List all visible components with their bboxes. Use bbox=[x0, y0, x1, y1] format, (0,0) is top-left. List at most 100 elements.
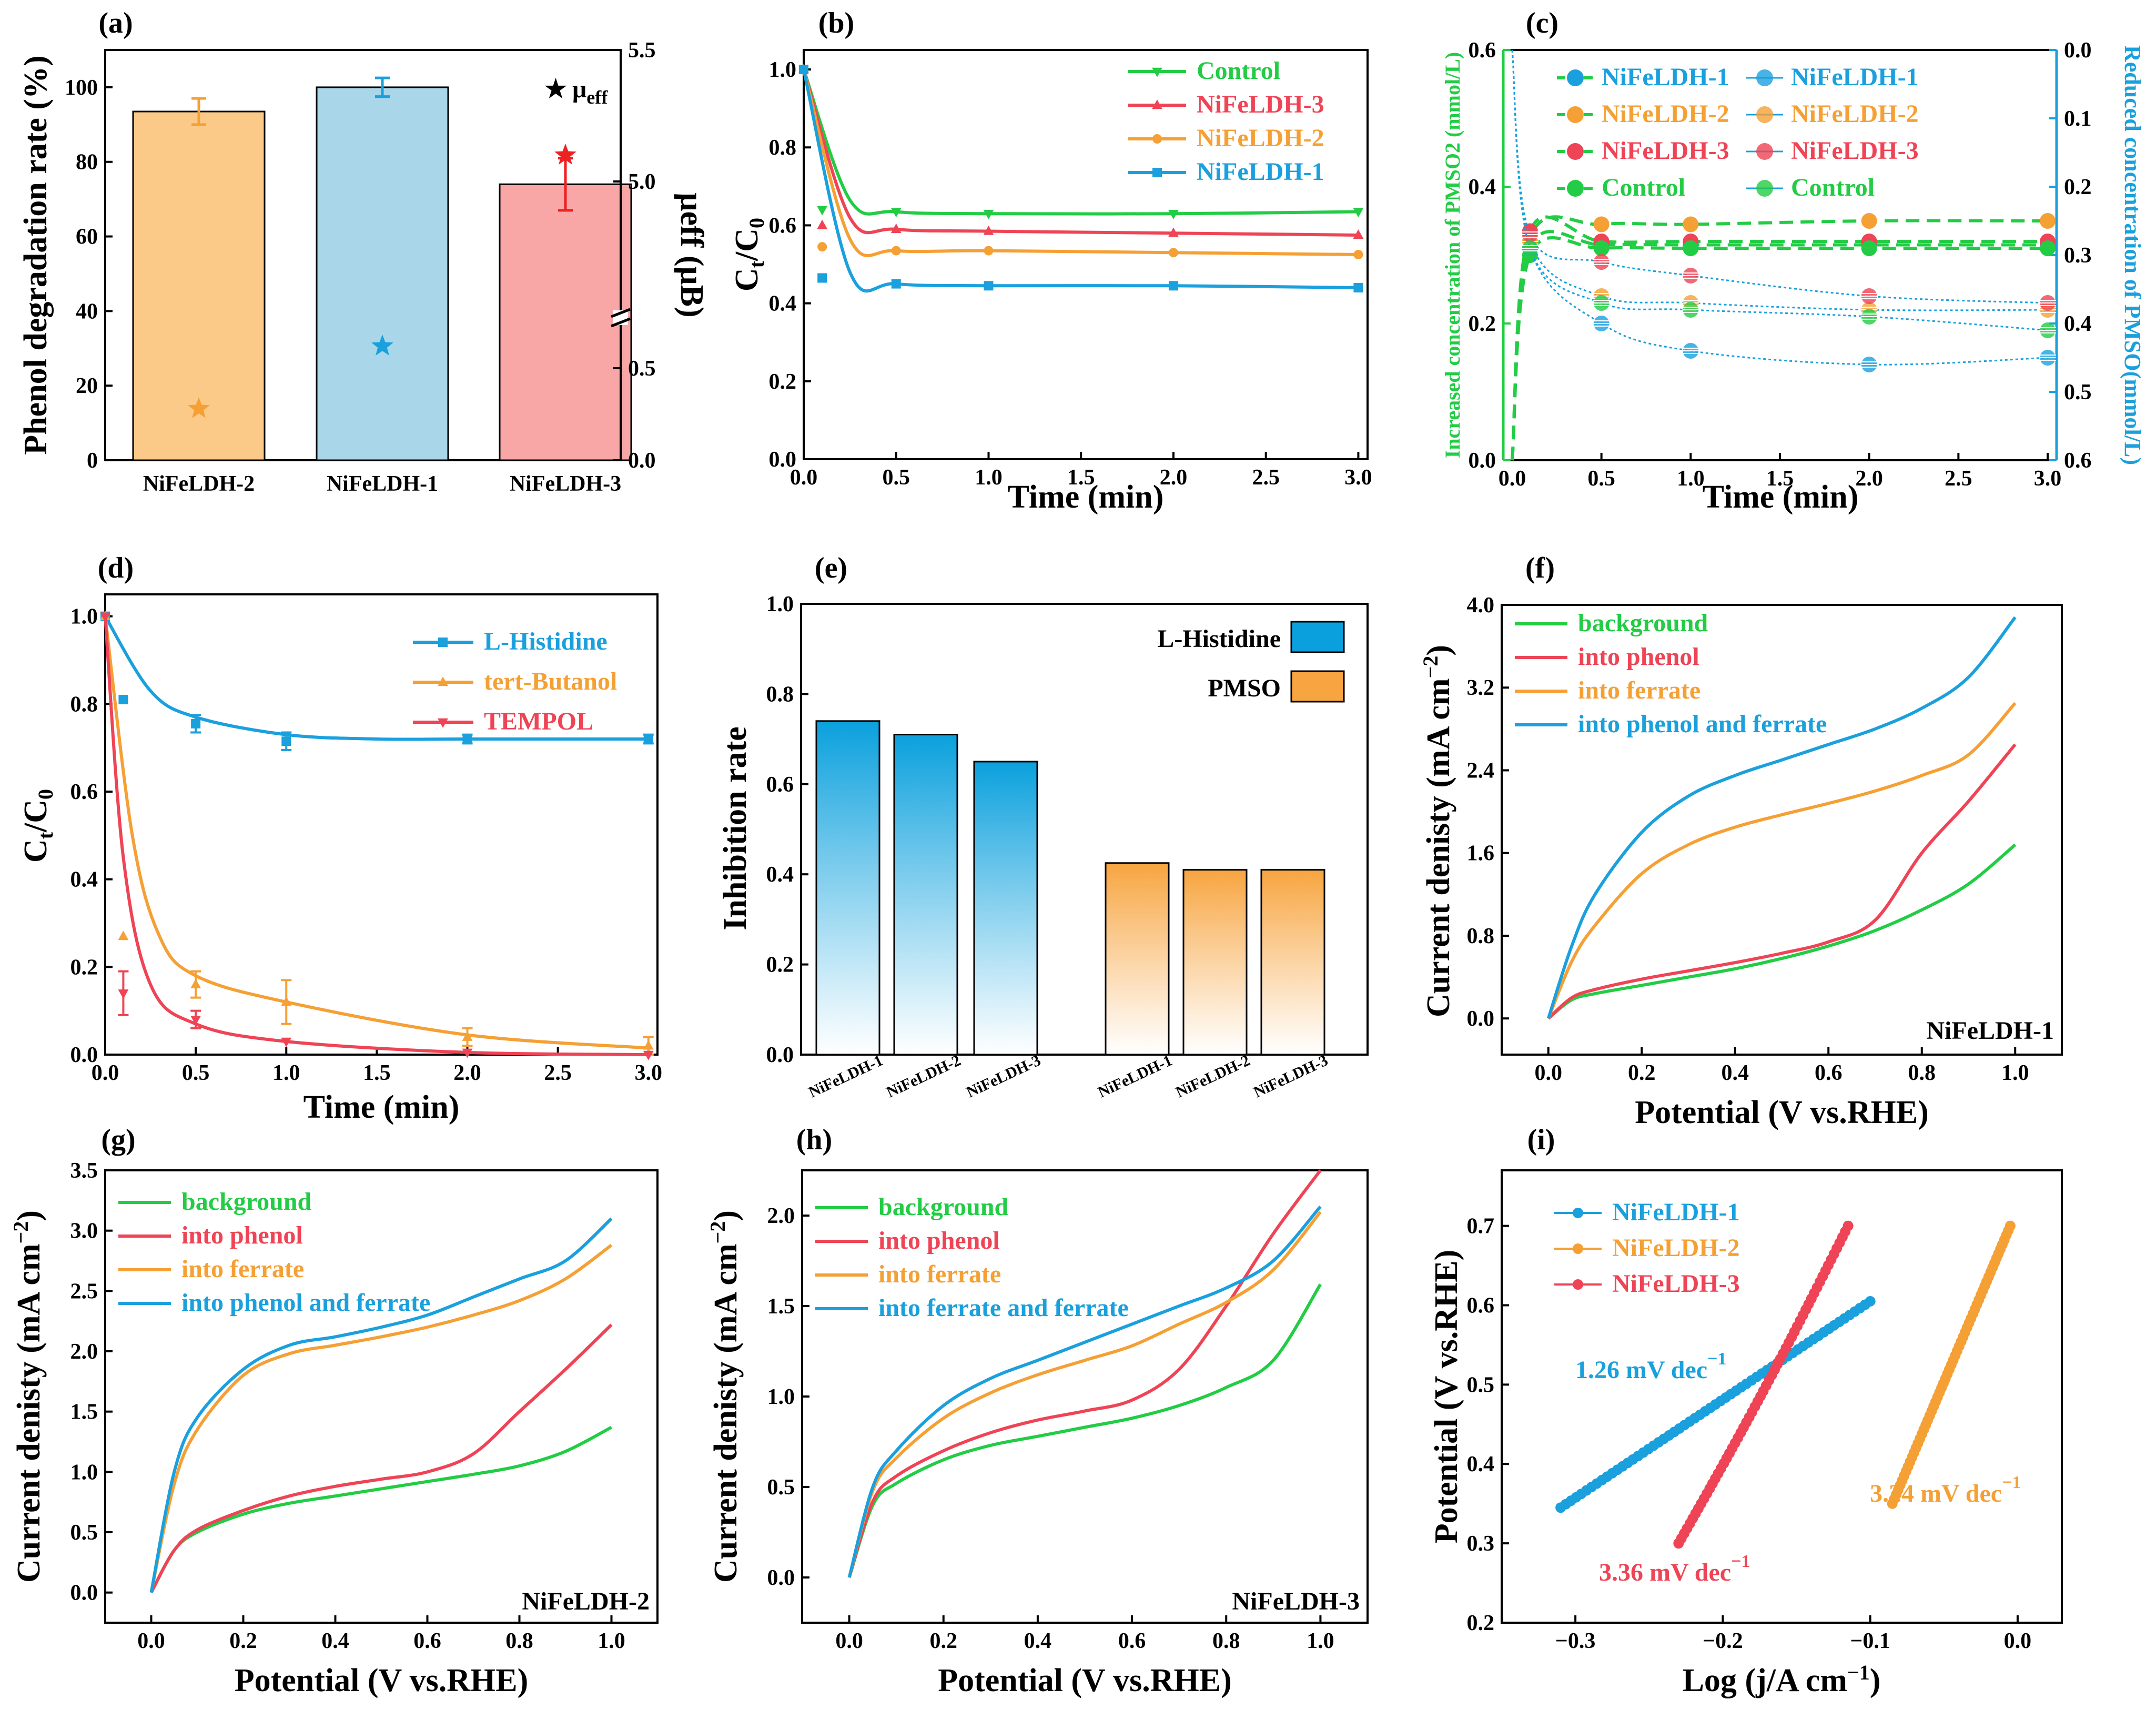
panel-label: (i) bbox=[1527, 1124, 1555, 1156]
legend-label: into ferrate bbox=[1578, 676, 1700, 704]
y2-tick-label: 5.5 bbox=[628, 38, 656, 63]
y-tick-label: 0.3 bbox=[1467, 1532, 1495, 1556]
series-line bbox=[1547, 843, 2017, 1020]
slope-annotation: 3.36 mV dec−1 bbox=[1599, 1552, 1750, 1586]
legend-marker bbox=[438, 676, 448, 686]
y-tick-label: 1.0 bbox=[70, 1460, 98, 1484]
y-tick-label: 0.2 bbox=[1467, 1611, 1495, 1635]
y-tick-label: 3.5 bbox=[70, 1159, 98, 1183]
data-point bbox=[281, 1037, 292, 1047]
y-tick-label: 0.8 bbox=[766, 682, 794, 706]
x-tick-label: 1.5 bbox=[1766, 467, 1794, 491]
series-line bbox=[104, 615, 649, 741]
y2-tick-label: 0.1 bbox=[2064, 107, 2092, 131]
panel-label: (a) bbox=[98, 7, 133, 39]
slope-annotation-sup: −1 bbox=[1731, 1552, 1750, 1571]
y2-tick-label: 0.5 bbox=[2064, 380, 2092, 404]
y-tick-label: 0.4 bbox=[766, 863, 794, 887]
y-tick-label: 0.4 bbox=[769, 292, 797, 316]
y-axis-label: Current denisty (mA cm−2) bbox=[1419, 645, 1456, 1017]
data-point bbox=[100, 612, 110, 622]
y-tick-label: 2.0 bbox=[767, 1204, 795, 1228]
y-tick-label: 1.5 bbox=[767, 1294, 795, 1319]
data-point bbox=[891, 279, 901, 289]
bar bbox=[1260, 869, 1325, 1056]
legend-label: TEMPOL bbox=[484, 707, 593, 735]
data-point bbox=[817, 273, 827, 283]
pmso2-line bbox=[1510, 236, 2048, 461]
pmso2-line bbox=[1510, 215, 2048, 461]
y-tick-label: 0.8 bbox=[769, 136, 797, 160]
legend-label: NiFeLDH-3 bbox=[1791, 137, 1919, 165]
y-tick-label: 0.2 bbox=[70, 955, 98, 979]
y-axis-label: Current denisty (mA cm−2) bbox=[9, 1210, 47, 1583]
x-tick-label: 2.5 bbox=[1945, 467, 1972, 491]
panel-annotation: NiFeLDH-3 bbox=[1232, 1587, 1360, 1615]
x-tick-label: −0.3 bbox=[1555, 1629, 1595, 1653]
x-tick-label: 0.6 bbox=[413, 1629, 441, 1653]
panel-6-frame bbox=[104, 1169, 659, 1624]
y-tick-label: 40 bbox=[76, 299, 98, 323]
data-point bbox=[2005, 1220, 2016, 1231]
legend-label: into phenol bbox=[878, 1227, 1000, 1254]
data-point bbox=[891, 246, 901, 256]
x-tick-label: 0.5 bbox=[882, 466, 910, 490]
y-tick-label: 0.0 bbox=[70, 1043, 98, 1067]
x-tick-label: NiFeLDH-1 bbox=[327, 472, 438, 496]
data-point bbox=[1168, 281, 1178, 291]
y-tick-label: 1.0 bbox=[766, 592, 794, 616]
x-tick-label: 2.5 bbox=[544, 1061, 572, 1085]
data-point bbox=[984, 281, 994, 291]
y-tick-label: 1.6 bbox=[1467, 842, 1495, 866]
panel-b-frame bbox=[803, 49, 1369, 460]
y-tick-label: 0.0 bbox=[767, 1566, 795, 1590]
y-tick-label: 0.7 bbox=[1467, 1215, 1495, 1239]
panel-label: (d) bbox=[98, 552, 134, 584]
x-tick-label: 1.5 bbox=[1067, 466, 1095, 490]
legend-label: PMSO bbox=[1208, 674, 1281, 702]
legend-label: NiFeLDH-3 bbox=[1197, 90, 1324, 118]
y-axis-label-sub: 0 bbox=[745, 218, 768, 228]
y-axis-label-close: ) bbox=[11, 1210, 47, 1221]
y-tick-label: 0.6 bbox=[70, 780, 98, 804]
y-axis-label-sub: t bbox=[745, 260, 768, 268]
y2-tick-label: 0.2 bbox=[2064, 175, 2092, 199]
bar bbox=[893, 734, 958, 1056]
x-tick-label: 0.0 bbox=[92, 1061, 119, 1085]
y-tick-label: 1.5 bbox=[70, 1400, 98, 1424]
pmso2-point bbox=[1593, 240, 1610, 256]
y-tick-label: 2.0 bbox=[70, 1340, 98, 1364]
legend-marker bbox=[438, 718, 448, 728]
y-tick-label: 80 bbox=[76, 150, 98, 175]
y-axis-label: Ct/C0 bbox=[18, 789, 57, 863]
bar bbox=[815, 720, 880, 1056]
y-axis-label-main: Current denisty (mA cm bbox=[1421, 678, 1456, 1017]
slope-annotation: 3.24 mV dec−1 bbox=[1870, 1473, 2021, 1507]
y-tick-label: 0.0 bbox=[70, 1581, 98, 1605]
legend-mu-eff: ★ μeff bbox=[544, 75, 608, 108]
y-axis-label-main: Current denisty (mA cm bbox=[708, 1243, 744, 1583]
data-point bbox=[118, 695, 128, 704]
legend-marker bbox=[1756, 180, 1773, 197]
x-tick-label: 2.0 bbox=[1855, 467, 1883, 491]
y-tick-label: 0.0 bbox=[766, 1043, 794, 1067]
data-point bbox=[1353, 250, 1363, 259]
y2-tick-label: 5.0 bbox=[628, 170, 656, 194]
y-tick-label: 0.8 bbox=[70, 692, 98, 716]
y2-axis-label: Reduced concentration of PMSO(mmol/L) bbox=[2120, 45, 2145, 465]
y2-tick-label: 0.3 bbox=[2064, 244, 2092, 268]
data-point bbox=[799, 65, 808, 75]
data-point bbox=[890, 224, 902, 234]
series-line bbox=[104, 616, 649, 1050]
y-axis-label-main: Current denisty (mA cm bbox=[11, 1243, 47, 1583]
y2-tick-label: 0.6 bbox=[2064, 449, 2092, 473]
y-tick-label: 0.5 bbox=[767, 1475, 795, 1500]
data-point bbox=[1353, 208, 1364, 218]
legend-label: NiFeLDH-1 bbox=[1602, 63, 1729, 91]
y-tick-label: 3.0 bbox=[70, 1219, 98, 1243]
legend-label: background bbox=[1578, 609, 1708, 637]
y-tick-label: 1.0 bbox=[70, 605, 98, 629]
slope-annotation-sup: −1 bbox=[2002, 1473, 2021, 1492]
series-line bbox=[847, 1205, 1322, 1578]
legend-label: into ferrate bbox=[878, 1260, 1001, 1288]
